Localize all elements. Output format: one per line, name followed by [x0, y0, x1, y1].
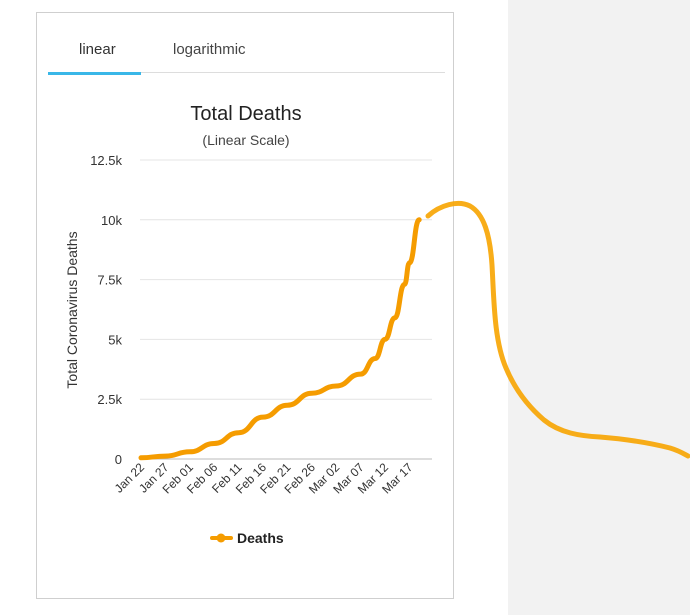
- tab-divider: [141, 72, 445, 73]
- active-tab-indicator: [48, 72, 141, 75]
- y-tick-label: 2.5k: [97, 392, 122, 407]
- hand-drawn-annotation-curve: [425, 200, 690, 459]
- y-tick-label: 7.5k: [97, 273, 122, 288]
- legend-label-deaths: Deaths: [237, 530, 284, 546]
- y-tick-label: 0: [115, 452, 122, 467]
- legend-swatch-marker: [216, 533, 226, 543]
- y-tick-label: 10k: [101, 213, 122, 228]
- series-line-deaths: [138, 217, 422, 461]
- grid-layer: [140, 159, 432, 460]
- chart-title: Total Deaths: [190, 103, 301, 125]
- legend[interactable]: Deaths: [210, 530, 284, 546]
- tab-linear[interactable]: linear: [79, 41, 116, 58]
- y-tick-label: 5k: [108, 332, 122, 347]
- tab-logarithmic[interactable]: logarithmic: [173, 41, 246, 58]
- chart-subtitle: (Linear Scale): [202, 132, 289, 148]
- chart-card: linear logarithmic: [36, 12, 454, 599]
- y-axis-label: Total Coronavirus Deaths: [64, 231, 80, 388]
- y-tick-label: 12.5k: [90, 153, 122, 168]
- series-layer: [138, 217, 422, 461]
- y-tick-labels: 0 2.5k 5k 7.5k 10k 12.5k: [90, 153, 122, 467]
